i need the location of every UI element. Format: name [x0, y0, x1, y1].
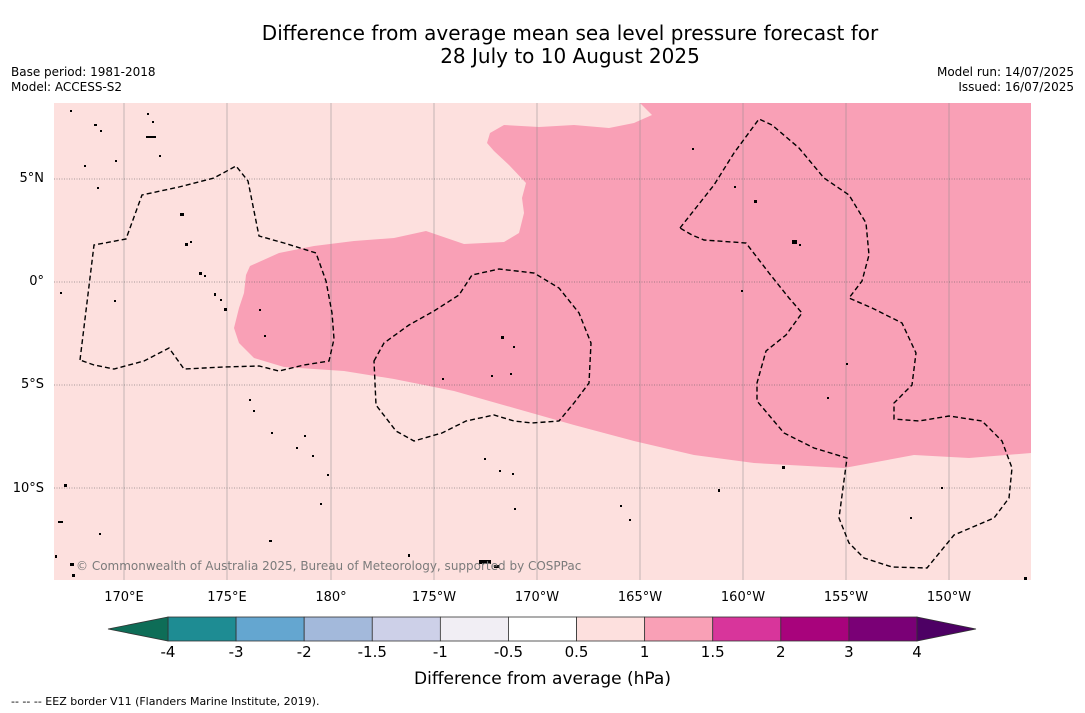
lon-label-165w: 165°W	[617, 590, 663, 605]
mid-pink-region	[234, 103, 1031, 468]
colorbar-segment	[848, 616, 918, 642]
colorbar-tick-label: -3	[228, 643, 244, 661]
colorbar-segment	[576, 616, 646, 642]
colorbar-segment	[167, 616, 237, 642]
lon-label-155w: 155°W	[823, 590, 869, 605]
colorbar-tick-label: 0.5	[564, 643, 589, 661]
lon-label-180: 180°	[315, 590, 347, 605]
meta-left: Base period: 1981-2018 Model: ACCESS-S2	[11, 65, 156, 95]
colorbar-segments	[167, 616, 918, 642]
islands	[55, 110, 1027, 580]
lon-label-175e: 175°E	[207, 590, 247, 605]
colorbar-tick-label: 1	[639, 643, 650, 661]
colorbar-segment	[712, 616, 782, 642]
lat-label-10s: 10°S	[12, 481, 44, 496]
copyright-text: © Commonwealth of Australia 2025, Bureau…	[76, 559, 582, 573]
colorbar-tick-label: -4	[160, 643, 176, 661]
lat-label-5n: 5°N	[19, 171, 45, 186]
colorbar-segment	[508, 616, 577, 642]
model-name: Model: ACCESS-S2	[11, 80, 123, 94]
title-line-2: 28 July to 10 August 2025	[440, 44, 700, 68]
colorbar-label: Difference from average (hPa)	[414, 669, 671, 689]
map-svg	[54, 103, 1031, 580]
colorbar-tick-label: 1.5	[700, 643, 725, 661]
issued-date: Issued: 16/07/2025	[958, 80, 1074, 94]
colorbar-segment	[439, 616, 509, 642]
colorbar-tick-label: -0.5	[493, 643, 524, 661]
colorbar-segment	[371, 616, 441, 642]
title-line-1: Difference from average mean sea level p…	[261, 21, 879, 45]
graticule	[123, 103, 950, 580]
colorbar-segment	[780, 616, 850, 642]
colorbar	[107, 616, 977, 642]
colorbar-segment	[303, 616, 373, 642]
eez-legend-note: -- -- -- EEZ border V11 (Flanders Marine…	[11, 695, 320, 708]
base-period: Base period: 1981-2018	[11, 65, 156, 79]
lon-label-175w: 175°W	[411, 590, 457, 605]
map-title: Difference from average mean sea level p…	[0, 22, 1085, 68]
lat-label-5s: 5°S	[20, 377, 44, 392]
colorbar-under-arrow	[107, 616, 169, 642]
colorbar-tick-label: -2	[296, 643, 312, 661]
colorbar-tick-label: 3	[844, 643, 854, 661]
lon-label-170w: 170°W	[514, 590, 560, 605]
eez-borders	[79, 118, 1013, 569]
lon-label-160w: 160°W	[720, 590, 766, 605]
colorbar-segment	[644, 616, 714, 642]
colorbar-tick-label: -1.5	[357, 643, 387, 661]
colorbar-over-arrow	[916, 616, 977, 642]
lat-label-0: 0°	[29, 274, 44, 289]
colorbar-tick-label: 2	[776, 643, 786, 661]
model-run: Model run: 14/07/2025	[936, 65, 1074, 79]
colorbar-tick-label: 4	[912, 643, 922, 661]
latitude-lines	[54, 178, 1031, 489]
map-area	[54, 103, 1031, 580]
lon-label-150w: 150°W	[926, 590, 972, 605]
lon-label-170e: 170°E	[104, 590, 144, 605]
meta-right: Model run: 14/07/2025 Issued: 16/07/2025	[937, 65, 1074, 95]
colorbar-segment	[235, 616, 305, 642]
colorbar-tick-label: -1	[432, 643, 448, 661]
